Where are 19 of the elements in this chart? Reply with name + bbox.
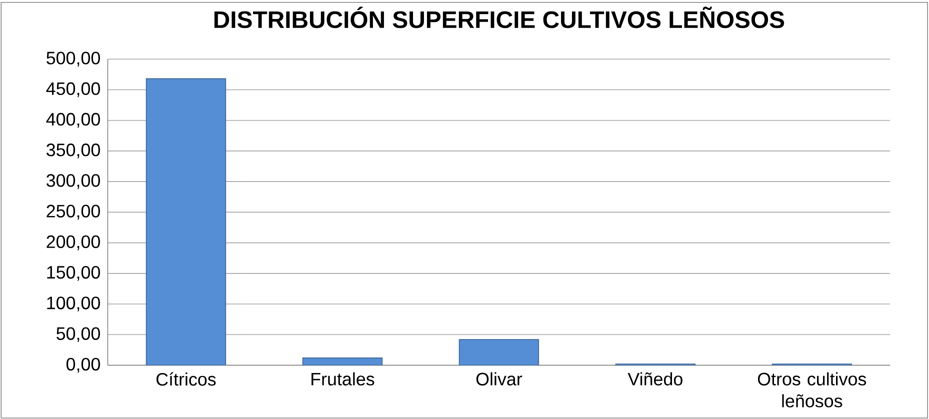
y-tick-label: 300,00: [46, 174, 100, 189]
bar: [458, 339, 540, 366]
x-tick-label: Viñedo: [628, 372, 682, 386]
y-tick-label: 100,00: [47, 296, 100, 312]
y-tick-label: 450,00: [46, 82, 100, 98]
y-tick-label: 350,00: [46, 143, 100, 158]
y-tick-label: 250,00: [46, 204, 100, 220]
chart-title: DISTRIBUCIÓN SUPERFICIE CULTIVOS LEÑOSOS: [214, 6, 784, 28]
y-tick-label: 500,00: [46, 52, 100, 66]
y-tick-label: 200,00: [46, 235, 100, 250]
x-tick-label: Otros cultivos leñosos: [758, 372, 866, 408]
y-tick-label: 50,00: [56, 327, 100, 342]
x-tick-label: Cítricos: [156, 372, 216, 386]
x-tick-label: Olivar: [476, 372, 522, 386]
bar: [146, 78, 226, 366]
y-tick-label: 150,00: [47, 266, 100, 281]
y-tick-label: 0,00: [66, 358, 100, 373]
y-tick-label: 400,00: [46, 112, 100, 128]
x-tick-label: Frutales: [312, 372, 374, 386]
